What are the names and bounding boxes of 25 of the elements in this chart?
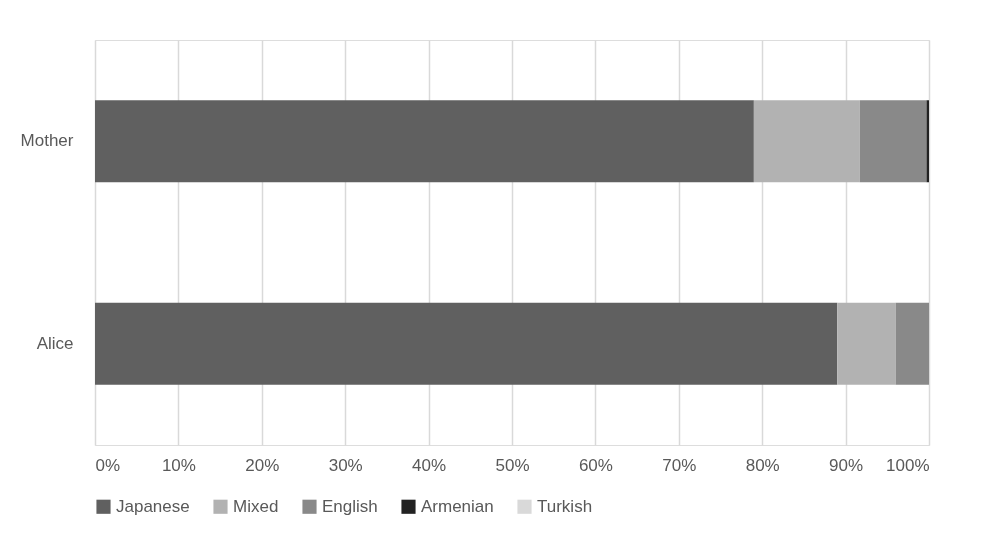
x-tick-label: 10% bbox=[161, 455, 196, 475]
x-tick-label: 80% bbox=[745, 455, 780, 475]
x-tick-label: 40% bbox=[412, 455, 447, 475]
bar bbox=[837, 302, 896, 385]
legend-label: Turkish bbox=[537, 496, 593, 516]
legend-label: Mixed bbox=[233, 496, 279, 516]
x-tick-label: 30% bbox=[328, 455, 363, 475]
bar bbox=[895, 302, 929, 385]
x-tick-label: 0% bbox=[95, 455, 121, 475]
legend-label: English bbox=[322, 496, 378, 516]
legend-label: Armenian bbox=[421, 496, 494, 516]
x-tick-label: 60% bbox=[578, 455, 613, 475]
x-tick-label: 100% bbox=[886, 455, 930, 475]
bar bbox=[95, 302, 838, 385]
legend-label: Japanese bbox=[116, 496, 190, 516]
x-tick-label: 20% bbox=[245, 455, 280, 475]
bar bbox=[95, 100, 754, 183]
bar bbox=[753, 100, 860, 183]
bar bbox=[859, 100, 927, 183]
x-tick-label: 90% bbox=[829, 455, 864, 475]
y-tick-label: Mother bbox=[20, 131, 74, 151]
x-tick-label: 70% bbox=[662, 455, 697, 475]
bar bbox=[926, 100, 929, 183]
x-tick-label: 50% bbox=[495, 455, 530, 475]
y-tick-label: Alice bbox=[36, 333, 74, 353]
